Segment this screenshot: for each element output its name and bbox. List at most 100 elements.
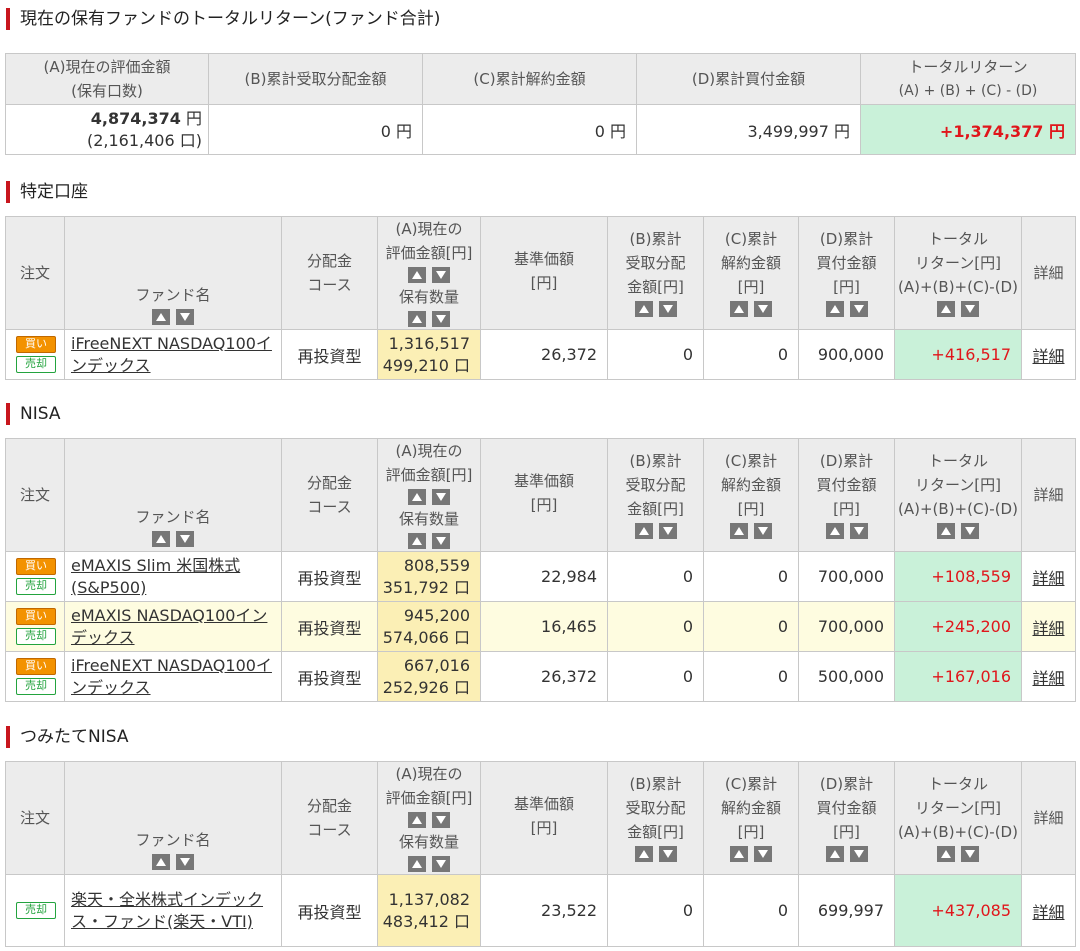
distribution-cell: 0 xyxy=(607,601,704,652)
header-redemption: (C)累計 解約金額 [円] xyxy=(703,761,799,875)
course-cell: 再投資型 xyxy=(281,329,378,380)
header-course: 分配金 コース xyxy=(281,761,378,875)
detail-link[interactable]: 詳細 xyxy=(1021,651,1076,702)
sort-desc-icon[interactable] xyxy=(432,489,450,505)
sort-asc-icon[interactable] xyxy=(152,309,170,325)
header-distribution: (B)累計 受取分配 金額[円] xyxy=(607,216,704,330)
sell-button[interactable]: 売却 xyxy=(16,678,56,695)
sort-asc-icon[interactable] xyxy=(408,489,426,505)
sort-asc-icon[interactable] xyxy=(825,301,844,317)
value-cell: 667,016 252,926 口 xyxy=(377,651,481,702)
base-price-cell: 22,984 xyxy=(480,551,608,602)
sort-desc-icon[interactable] xyxy=(961,523,979,539)
header-total-return: トータル リターン[円] (A)+(B)+(C)-(D) xyxy=(894,761,1022,875)
sort-asc-icon[interactable] xyxy=(825,846,844,862)
sort-desc-icon[interactable] xyxy=(961,846,979,862)
total-return-cell: +437,085 xyxy=(894,874,1022,947)
sort-asc-icon[interactable] xyxy=(408,533,426,549)
fund-name-link[interactable]: eMAXIS Slim 米国株式(S&P500) xyxy=(64,551,282,602)
total-return-cell: +167,016 xyxy=(894,651,1022,702)
header-fund-name: ファンド名 xyxy=(64,216,282,330)
base-price-cell: 23,522 xyxy=(480,874,608,947)
purchase-cell: 699,997 xyxy=(798,874,895,947)
section-title-tokutei: 特定口座 xyxy=(6,181,88,203)
sort-desc-icon[interactable] xyxy=(432,856,450,872)
sort-asc-icon[interactable] xyxy=(408,812,426,828)
sort-desc-icon[interactable] xyxy=(176,309,194,325)
sort-desc-icon[interactable] xyxy=(432,533,450,549)
sort-desc-icon[interactable] xyxy=(849,523,868,539)
sort-asc-icon[interactable] xyxy=(937,846,955,862)
redemption-cell: 0 xyxy=(703,329,799,380)
detail-link[interactable]: 詳細 xyxy=(1021,601,1076,652)
value-cell: 1,316,517 499,210 口 xyxy=(377,329,481,380)
sort-desc-icon[interactable] xyxy=(961,301,979,317)
fund-name-link[interactable]: eMAXIS NASDAQ100インデックス xyxy=(64,601,282,652)
sort-asc-icon[interactable] xyxy=(730,846,748,862)
sell-button[interactable]: 売却 xyxy=(16,578,56,595)
summary-distribution: 0 円 xyxy=(208,104,423,155)
table-row: 買い 売却 iFreeNEXT NASDAQ100インデックス 再投資型 667,… xyxy=(5,651,1076,702)
sort-desc-icon[interactable] xyxy=(176,854,194,870)
summary-total-return: +1,374,377 円 xyxy=(860,104,1076,155)
total-return-cell: +245,200 xyxy=(894,601,1022,652)
sort-desc-icon[interactable] xyxy=(658,523,677,539)
sort-asc-icon[interactable] xyxy=(634,523,653,539)
sell-button[interactable]: 売却 xyxy=(16,628,56,645)
buy-button[interactable]: 買い xyxy=(16,658,56,675)
buy-button[interactable]: 買い xyxy=(16,558,56,575)
sort-desc-icon[interactable] xyxy=(432,267,450,283)
value-cell: 808,559 351,792 口 xyxy=(377,551,481,602)
fund-name-link[interactable]: iFreeNEXT NASDAQ100インデックス xyxy=(64,329,282,380)
header-purchase: (D)累計買付金額 xyxy=(636,53,861,105)
sort-desc-icon[interactable] xyxy=(849,301,868,317)
sort-asc-icon[interactable] xyxy=(825,523,844,539)
purchase-cell: 700,000 xyxy=(798,551,895,602)
detail-link[interactable]: 詳細 xyxy=(1021,329,1076,380)
header-order: 注文 xyxy=(5,761,65,875)
sort-desc-icon[interactable] xyxy=(754,301,772,317)
sort-asc-icon[interactable] xyxy=(408,267,426,283)
header-purchase: (D)累計 買付金額 [円] xyxy=(798,438,895,552)
sort-desc-icon[interactable] xyxy=(658,846,677,862)
base-price-cell: 16,465 xyxy=(480,601,608,652)
header-total-return: トータルリターン (A) + (B) + (C) - (D) xyxy=(860,53,1076,105)
fund-name-link[interactable]: 楽天・全米株式インデックス・ファンド(楽天・VTI) xyxy=(64,874,282,947)
header-detail: 詳細 xyxy=(1021,438,1076,552)
sort-asc-icon[interactable] xyxy=(152,854,170,870)
sort-asc-icon[interactable] xyxy=(634,301,653,317)
sort-asc-icon[interactable] xyxy=(634,846,653,862)
base-price-cell: 26,372 xyxy=(480,329,608,380)
table-row: 買い売却 iFreeNEXT NASDAQ100インデックス 再投資型 1,31… xyxy=(5,329,1076,380)
detail-link[interactable]: 詳細 xyxy=(1021,874,1076,947)
sort-asc-icon[interactable] xyxy=(408,856,426,872)
header-total-return: トータル リターン[円] (A)+(B)+(C)-(D) xyxy=(894,438,1022,552)
buy-button[interactable]: 買い xyxy=(16,336,56,353)
header-redemption: (C)累計 解約金額 [円] xyxy=(703,216,799,330)
detail-link[interactable]: 詳細 xyxy=(1021,551,1076,602)
sort-desc-icon[interactable] xyxy=(754,846,772,862)
section-title-nisa: NISA xyxy=(6,403,60,425)
sort-asc-icon[interactable] xyxy=(408,311,426,327)
sort-desc-icon[interactable] xyxy=(432,311,450,327)
sell-button[interactable]: 売却 xyxy=(16,902,56,919)
order-cell: 買い 売却 xyxy=(5,601,65,652)
buy-button[interactable]: 買い xyxy=(16,608,56,625)
summary-purchase: 3,499,997 円 xyxy=(636,104,861,155)
header-order: 注文 xyxy=(5,438,65,552)
sort-desc-icon[interactable] xyxy=(849,846,868,862)
fund-name-link[interactable]: iFreeNEXT NASDAQ100インデックス xyxy=(64,651,282,702)
summary-current-value: 4,874,374 円 (2,161,406 口) xyxy=(5,104,209,155)
sort-asc-icon[interactable] xyxy=(730,301,748,317)
sort-desc-icon[interactable] xyxy=(432,812,450,828)
sell-button[interactable]: 売却 xyxy=(16,356,56,373)
sort-asc-icon[interactable] xyxy=(730,523,748,539)
distribution-cell: 0 xyxy=(607,651,704,702)
sort-desc-icon[interactable] xyxy=(658,301,677,317)
sort-desc-icon[interactable] xyxy=(176,531,194,547)
sort-asc-icon[interactable] xyxy=(937,523,955,539)
header-base-price: 基準価額 [円] xyxy=(480,216,608,330)
sort-asc-icon[interactable] xyxy=(937,301,955,317)
sort-asc-icon[interactable] xyxy=(152,531,170,547)
sort-desc-icon[interactable] xyxy=(754,523,772,539)
